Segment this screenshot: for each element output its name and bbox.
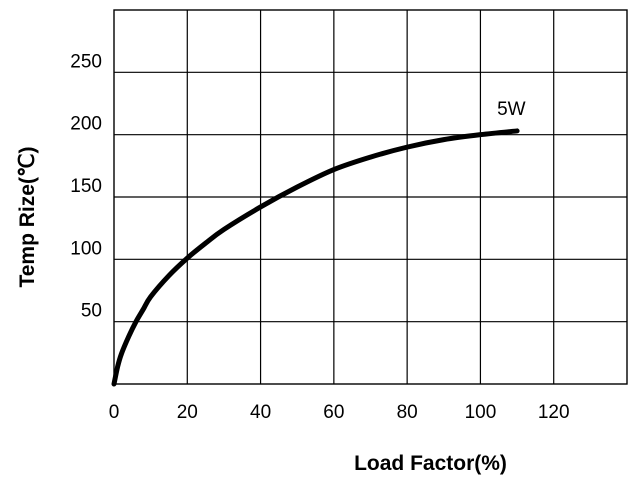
y-tick-label: 150 bbox=[70, 176, 102, 197]
x-tick-label: 60 bbox=[323, 402, 344, 423]
plot-frame bbox=[113, 9, 628, 385]
x-tick-label: 0 bbox=[109, 402, 120, 423]
x-tick-label: 40 bbox=[250, 402, 271, 423]
x-axis-tick-labels: 0 20 40 60 80 100 120 bbox=[109, 402, 570, 423]
x-axis-title: Load Factor(%) bbox=[354, 452, 507, 475]
x-tick-label: 120 bbox=[538, 402, 570, 423]
x-tick-label: 20 bbox=[177, 402, 198, 423]
y-axis-tick-labels: 50 100 150 200 250 bbox=[70, 51, 102, 321]
x-tick-label: 80 bbox=[397, 402, 418, 423]
series-lines bbox=[111, 128, 520, 387]
series-labels: 5W bbox=[497, 99, 526, 120]
y-axis-title: Temp Rize(℃) bbox=[16, 146, 39, 287]
y-tick-label: 50 bbox=[81, 301, 102, 322]
x-tick-label: 100 bbox=[465, 402, 497, 423]
grid-lines bbox=[114, 10, 627, 384]
y-tick-label: 100 bbox=[70, 238, 102, 259]
series-line bbox=[111, 128, 520, 387]
y-tick-label: 200 bbox=[70, 114, 102, 135]
y-tick-label: 250 bbox=[70, 51, 102, 72]
series-label: 5W bbox=[497, 99, 526, 120]
